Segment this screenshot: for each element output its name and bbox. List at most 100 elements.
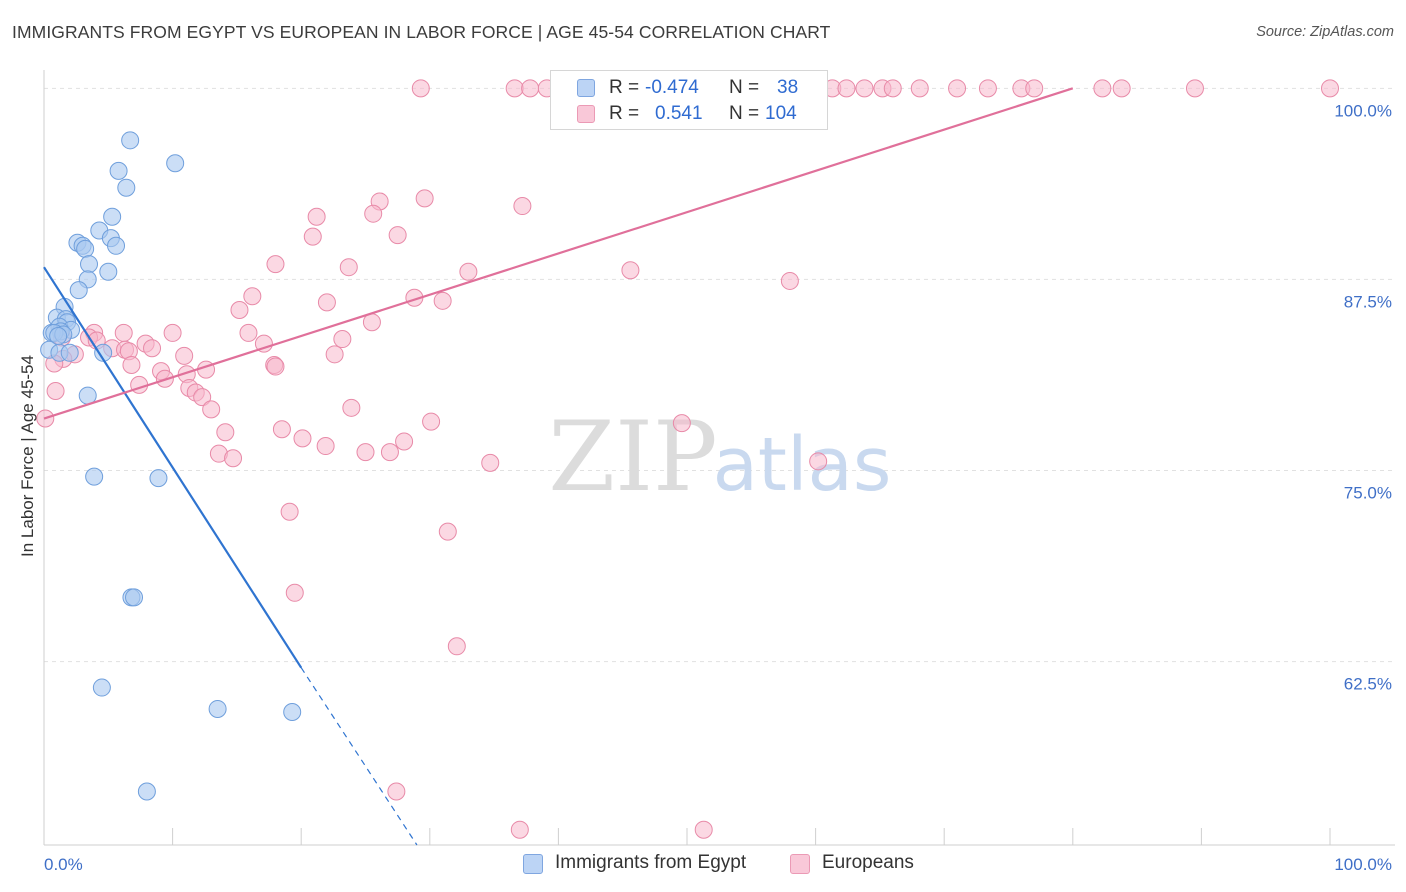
europeans-point — [411, 79, 430, 98]
axes — [43, 70, 1395, 846]
europeans-point — [243, 287, 262, 306]
egypt-point — [137, 782, 156, 801]
europeans-point — [202, 400, 221, 419]
trend-lines — [43, 87, 1074, 846]
europeans-point — [339, 258, 358, 277]
europeans-point — [1321, 79, 1339, 98]
egypt-point — [109, 161, 128, 180]
egypt-point — [121, 131, 140, 150]
europeans-point — [422, 412, 441, 431]
europeans-point — [46, 382, 65, 401]
source-credit: Source: ZipAtlas.com — [1256, 24, 1394, 40]
europeans-point — [910, 79, 929, 98]
r-label: R = — [609, 77, 640, 98]
egypt-point — [117, 178, 136, 197]
europeans-point — [415, 189, 434, 208]
europeans-point — [266, 357, 285, 376]
europeans-point — [1093, 79, 1112, 98]
europeans-point — [122, 356, 141, 375]
europeans-point — [230, 300, 249, 319]
europeans-point — [224, 449, 243, 468]
europeans-point — [316, 437, 335, 456]
europeans-point — [513, 197, 532, 216]
europeans-point — [1185, 79, 1204, 98]
n-label: N = — [729, 77, 760, 98]
europeans-point — [239, 323, 258, 342]
chart-title: IMMIGRANTS FROM EGYPT VS EUROPEAN IN LAB… — [12, 22, 831, 42]
y-tick-label: 100.0% — [1334, 101, 1392, 120]
egypt-point — [125, 588, 144, 607]
stats-box: R = -0.474 N = 38 R = 0.541 N = 104 — [550, 70, 828, 130]
europeans-point — [254, 334, 273, 353]
europeans-n-value: 104 — [765, 103, 797, 124]
egypt-point — [80, 255, 99, 274]
europeans-point — [978, 79, 997, 98]
europeans-trend-line — [43, 87, 1074, 420]
y-tick-label: 62.5% — [1344, 675, 1392, 694]
watermark-zip: ZIP — [548, 401, 717, 513]
watermark: ZIP atlas — [548, 401, 891, 513]
europeans-r-value: 0.541 — [655, 103, 703, 124]
europeans-point — [694, 820, 713, 839]
europeans-point — [948, 79, 967, 98]
x-tick-label: 0.0% — [44, 855, 83, 874]
egypt-point — [92, 678, 111, 697]
europeans-point — [855, 79, 874, 98]
europeans-point — [317, 293, 336, 312]
europeans-point — [163, 323, 182, 342]
egypt-trend-line — [43, 266, 303, 669]
europeans-point — [285, 583, 304, 602]
europeans-point — [438, 522, 457, 541]
y-tick-label: 75.0% — [1344, 483, 1392, 502]
europeans-point — [481, 453, 500, 472]
europeans-point — [356, 443, 375, 462]
legend-label-egypt: Immigrants from Egypt — [555, 852, 747, 873]
europeans-point — [307, 207, 326, 226]
egypt-point — [76, 239, 95, 258]
stats-row-europeans: R = 0.541 N = 104 — [551, 101, 827, 127]
legend-label-europeans: Europeans — [822, 852, 914, 873]
europeans-point — [193, 388, 212, 407]
europeans-point — [280, 502, 299, 521]
europeans-point — [809, 452, 828, 471]
egypt-r-value: -0.474 — [645, 77, 699, 98]
egypt-point — [69, 281, 88, 300]
egypt-point — [103, 207, 122, 226]
europeans-swatch — [577, 105, 595, 123]
legend-swatch-europeans — [790, 854, 810, 874]
europeans-point — [780, 271, 799, 290]
europeans-point — [175, 346, 194, 365]
y-tick-label: 87.5% — [1344, 292, 1392, 311]
europeans-point — [380, 443, 399, 462]
europeans-point — [459, 262, 478, 281]
europeans-point — [1025, 79, 1044, 98]
europeans-point — [303, 227, 322, 246]
europeans-point — [447, 637, 466, 656]
europeans-point — [325, 345, 344, 364]
egypt-point — [60, 343, 79, 362]
europeans-point — [114, 323, 133, 342]
egypt-point — [85, 467, 104, 486]
europeans-point — [883, 79, 902, 98]
europeans-points — [36, 79, 1339, 839]
europeans-point — [333, 330, 352, 349]
stats-row-egypt: R = -0.474 N = 38 — [551, 75, 827, 101]
europeans-point — [672, 414, 691, 433]
x-tick-label: 100.0% — [1334, 855, 1392, 874]
europeans-point — [433, 291, 452, 310]
gridlines — [44, 87, 1395, 663]
europeans-point — [395, 432, 414, 451]
europeans-point — [387, 782, 406, 801]
europeans-point — [272, 420, 291, 439]
europeans-point — [510, 820, 529, 839]
europeans-point — [837, 79, 856, 98]
r-label: R = — [609, 103, 640, 124]
watermark-atlas: atlas — [713, 422, 892, 508]
europeans-point — [521, 79, 540, 98]
egypt-point — [208, 699, 227, 718]
tick-labels: 100.0% 87.5% 75.0% 62.5% 0.0% 100.0% — [44, 101, 1392, 874]
egypt-point — [283, 703, 302, 722]
europeans-point — [1112, 79, 1131, 98]
europeans-point — [266, 255, 285, 274]
europeans-point — [143, 339, 162, 358]
